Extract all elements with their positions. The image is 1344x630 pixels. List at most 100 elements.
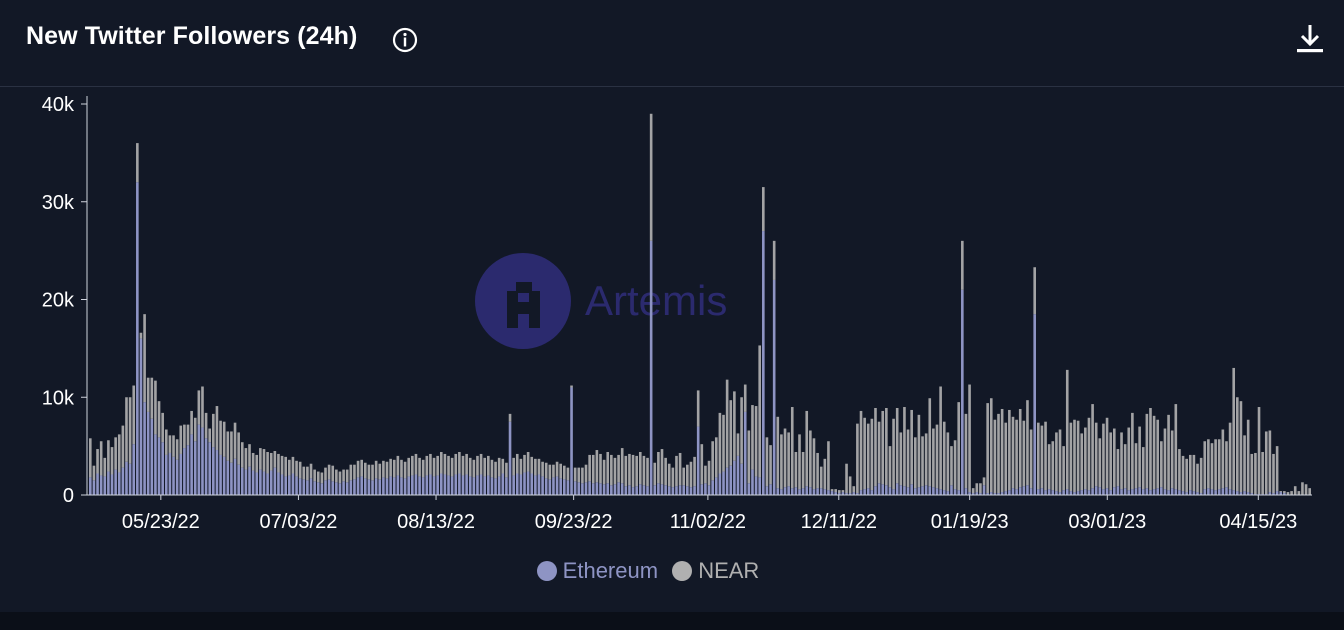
bar-ethereum bbox=[675, 486, 678, 495]
bar-ethereum bbox=[89, 477, 92, 495]
bar-ethereum bbox=[1000, 492, 1004, 495]
bar-near bbox=[1084, 427, 1087, 490]
bar-ethereum bbox=[563, 479, 566, 495]
bar-ethereum bbox=[512, 475, 515, 495]
bar-near bbox=[888, 446, 892, 488]
bar-near bbox=[649, 113, 653, 241]
bar-near bbox=[439, 451, 443, 474]
bar-near bbox=[110, 447, 114, 475]
bar-near bbox=[642, 455, 646, 486]
bar-ethereum bbox=[143, 402, 146, 495]
bar-near bbox=[103, 457, 107, 477]
bar-near bbox=[591, 454, 595, 484]
bar-near bbox=[1149, 408, 1152, 491]
bar-ethereum bbox=[642, 485, 646, 495]
bar-ethereum bbox=[1015, 489, 1018, 495]
legend-item-ethereum[interactable]: Ethereum bbox=[536, 558, 658, 584]
bar-near bbox=[1047, 444, 1051, 490]
bar-ethereum bbox=[1149, 490, 1152, 495]
legend-item-near[interactable]: NEAR bbox=[672, 558, 759, 584]
artemis-logo-icon bbox=[475, 253, 571, 349]
bar-ethereum bbox=[570, 387, 573, 495]
bar-near bbox=[201, 386, 204, 428]
bar-near bbox=[316, 471, 320, 483]
bar-ethereum bbox=[1232, 490, 1236, 495]
bar-ethereum bbox=[295, 476, 298, 495]
bar-ethereum bbox=[1044, 490, 1047, 495]
bar-near bbox=[1199, 457, 1203, 494]
bar-ethereum bbox=[646, 486, 649, 495]
bar-ethereum bbox=[1188, 490, 1192, 495]
bar-near bbox=[606, 451, 610, 484]
bar-near bbox=[490, 459, 494, 478]
bar-near bbox=[1156, 419, 1160, 489]
bar-ethereum bbox=[1279, 492, 1283, 495]
bar-ethereum bbox=[1080, 490, 1084, 495]
bar-ethereum bbox=[1141, 489, 1145, 495]
bar-ethereum bbox=[534, 475, 537, 495]
y-tick-label: 0 bbox=[63, 485, 74, 507]
watermark-text: Artemis bbox=[585, 277, 727, 324]
bar-ethereum bbox=[1040, 488, 1044, 495]
bar-ethereum bbox=[259, 469, 262, 495]
bar-ethereum bbox=[429, 474, 432, 495]
bar-near bbox=[212, 413, 215, 448]
bar-ethereum bbox=[338, 483, 342, 495]
bar-ethereum bbox=[1058, 492, 1062, 495]
bar-near bbox=[552, 464, 555, 478]
download-icon[interactable] bbox=[1294, 22, 1326, 56]
bar-near bbox=[845, 463, 848, 494]
bar-near bbox=[772, 240, 776, 280]
bar-ethereum bbox=[1221, 488, 1225, 495]
bar-ethereum bbox=[530, 473, 534, 495]
bar-ethereum bbox=[1127, 490, 1131, 495]
bar-ethereum bbox=[353, 479, 356, 495]
bar-near bbox=[638, 451, 642, 485]
bar-near bbox=[762, 187, 765, 232]
bar-near bbox=[754, 406, 758, 477]
bar-ethereum bbox=[494, 478, 497, 495]
bar-near bbox=[635, 455, 638, 487]
bar-near bbox=[743, 384, 747, 412]
bar-near bbox=[175, 439, 179, 460]
bar-ethereum bbox=[288, 475, 291, 495]
bar-near bbox=[371, 464, 374, 481]
bar-near bbox=[414, 453, 418, 475]
bar-ethereum bbox=[801, 488, 805, 495]
bar-near bbox=[765, 437, 769, 487]
bar-near bbox=[450, 457, 454, 477]
bar-near bbox=[848, 476, 852, 494]
bar-ethereum bbox=[852, 492, 856, 495]
bar-ethereum bbox=[1062, 490, 1065, 495]
bar-ethereum bbox=[458, 473, 461, 495]
info-circle-icon[interactable] bbox=[391, 26, 419, 54]
bar-ethereum bbox=[99, 475, 103, 495]
bar-ethereum bbox=[917, 487, 921, 495]
bar-near bbox=[1058, 429, 1062, 493]
bar-ethereum bbox=[552, 477, 555, 495]
bar-ethereum bbox=[856, 493, 859, 495]
bar-near bbox=[975, 483, 979, 493]
bar-near bbox=[932, 428, 935, 488]
bar-near bbox=[277, 453, 280, 473]
bar-near bbox=[1261, 451, 1264, 495]
bar-ethereum bbox=[1268, 492, 1272, 495]
bar-near bbox=[125, 397, 128, 462]
bar-near bbox=[541, 461, 544, 477]
x-tick-label: 07/03/22 bbox=[260, 511, 338, 528]
bar-near bbox=[570, 385, 573, 388]
bar-near bbox=[675, 455, 678, 487]
bar-near bbox=[628, 453, 631, 486]
bar-ethereum bbox=[132, 444, 136, 495]
bar-ethereum bbox=[483, 476, 487, 495]
bar-ethereum bbox=[581, 483, 584, 495]
bar-ethereum bbox=[164, 454, 168, 495]
bar-near bbox=[443, 453, 447, 475]
bar-near bbox=[468, 457, 472, 477]
bar-ethereum bbox=[92, 480, 96, 495]
bar-ethereum bbox=[291, 473, 295, 495]
bar-near bbox=[139, 332, 143, 339]
bar-near bbox=[1131, 412, 1134, 490]
artemis-logo-mark bbox=[507, 282, 540, 328]
bar-near bbox=[1228, 422, 1232, 490]
